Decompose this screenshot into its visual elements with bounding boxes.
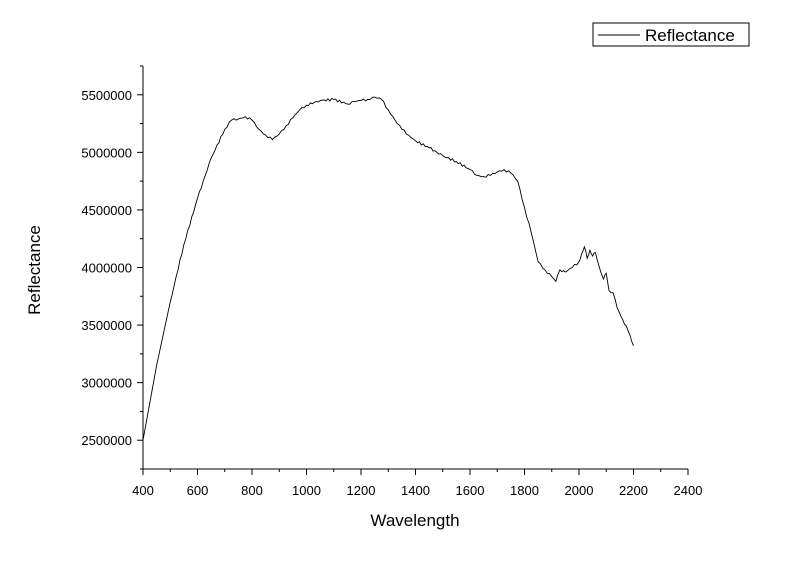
y-tick-label: 2500000 <box>81 433 132 448</box>
x-tick-label: 1200 <box>347 483 376 498</box>
legend: Reflectance <box>592 22 750 47</box>
x-tick-label: 1600 <box>456 483 485 498</box>
x-tick-label: 2000 <box>565 483 594 498</box>
y-tick-label: 4500000 <box>81 203 132 218</box>
y-tick-label: 5000000 <box>81 145 132 160</box>
x-axis-title: Wavelength <box>370 511 459 530</box>
x-tick-label: 1800 <box>510 483 539 498</box>
x-tick-label: 2200 <box>619 483 648 498</box>
x-tick-label: 400 <box>132 483 154 498</box>
y-tick-label: 5500000 <box>81 88 132 103</box>
y-axis-title: Reflectance <box>25 225 44 315</box>
y-axis-ticks: 2500000 3000000 3500000 4000000 4500000 50000… <box>81 65 143 470</box>
x-tick-label: 800 <box>241 483 263 498</box>
x-axis-ticks: 400 600 800 1000 1200 1400 1600 1800 2000 2200 240… <box>132 469 702 498</box>
legend-box <box>592 22 750 47</box>
y-tick-label: 4000000 <box>81 261 132 276</box>
x-tick-label: 600 <box>187 483 209 498</box>
x-tick-label: 2400 <box>674 483 703 498</box>
x-tick-label: 1000 <box>292 483 321 498</box>
y-tick-label: 3000000 <box>81 376 132 391</box>
legend-label: Reflectance <box>645 26 735 45</box>
y-tick-label: 3500000 <box>81 318 132 333</box>
x-tick-label: 1400 <box>401 483 430 498</box>
series-line-reflectance <box>142 96 634 441</box>
